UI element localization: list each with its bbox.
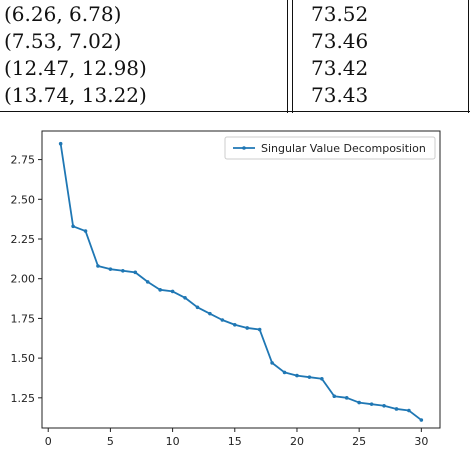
data-point — [419, 418, 424, 422]
legend-label: Singular Value Decomposition — [261, 142, 426, 155]
chart-series — [58, 141, 424, 422]
data-point — [394, 407, 399, 411]
table-cell-pair: (6.26, 6.78) — [4, 2, 122, 26]
plot-frame — [41, 130, 441, 429]
data-point — [183, 295, 187, 300]
data-point — [58, 141, 63, 146]
table-cell-value: 73.43 — [311, 83, 369, 107]
x-tick-label: 0 — [45, 435, 52, 448]
data-point — [295, 373, 299, 378]
data-point — [357, 400, 361, 405]
data-point — [71, 224, 75, 229]
data-point — [320, 376, 324, 381]
data-point — [344, 396, 349, 400]
data-point — [96, 264, 100, 268]
table-right-border — [468, 0, 470, 113]
data-point — [407, 408, 411, 413]
data-point — [133, 270, 138, 275]
table-cell-pair: (13.74, 13.22) — [4, 83, 147, 107]
data-point — [245, 326, 250, 330]
data-point — [145, 280, 150, 284]
data-point — [195, 305, 200, 310]
data-point — [121, 268, 125, 273]
table-divider-right — [292, 0, 294, 113]
series-line — [59, 143, 422, 421]
data-point — [108, 267, 113, 271]
table-bottom-rule — [0, 111, 470, 113]
results-table: (6.26, 6.78) 73.52 (7.53, 7.02) 73.46 (1… — [0, 0, 474, 113]
table-cell-value: 73.52 — [311, 2, 369, 26]
data-point — [369, 402, 374, 406]
y-tick-label: 1.25 — [11, 392, 36, 405]
y-tick-label: 2.75 — [11, 154, 36, 167]
x-tick-label: 5 — [107, 435, 114, 448]
chart-legend: Singular Value Decomposition — [224, 136, 436, 160]
data-point — [282, 370, 287, 375]
table-cell-pair: (12.47, 12.98) — [4, 56, 147, 80]
svd-line-chart: 0 5 10 15 20 25 30 1.25 1.50 1.75 2.00 2.25 2.50 2.75… — [11, 130, 441, 448]
data-point — [170, 289, 175, 294]
data-point — [257, 327, 262, 332]
data-point — [332, 394, 337, 399]
data-point — [83, 229, 88, 233]
data-point — [220, 318, 225, 322]
table-cell-value: 73.46 — [311, 29, 369, 53]
x-tick-label: 30 — [414, 435, 428, 448]
x-tick-label: 10 — [166, 435, 180, 448]
y-tick-label: 2.25 — [11, 233, 36, 246]
table-cell-value: 73.42 — [311, 56, 369, 80]
y-tick-label: 1.75 — [11, 312, 36, 325]
table-cell-pair: (7.53, 7.02) — [4, 29, 122, 53]
y-tick-label: 1.50 — [11, 352, 36, 365]
x-tick-label: 25 — [352, 435, 366, 448]
data-point — [232, 322, 237, 327]
legend-box — [224, 136, 436, 160]
x-tick-label: 15 — [228, 435, 242, 448]
data-point — [382, 403, 386, 408]
data-point — [158, 288, 162, 292]
data-point — [270, 361, 274, 365]
legend-marker — [242, 146, 246, 150]
y-tick-label: 2.00 — [11, 273, 36, 286]
table-divider-left — [287, 0, 289, 113]
x-tick-label: 20 — [290, 435, 304, 448]
data-point — [307, 375, 312, 379]
y-tick-label: 2.50 — [11, 193, 36, 206]
chart-axes: 0 5 10 15 20 25 30 1.25 1.50 1.75 2.00 2.25 2.50 2.75 — [11, 130, 441, 448]
data-point — [208, 311, 212, 316]
